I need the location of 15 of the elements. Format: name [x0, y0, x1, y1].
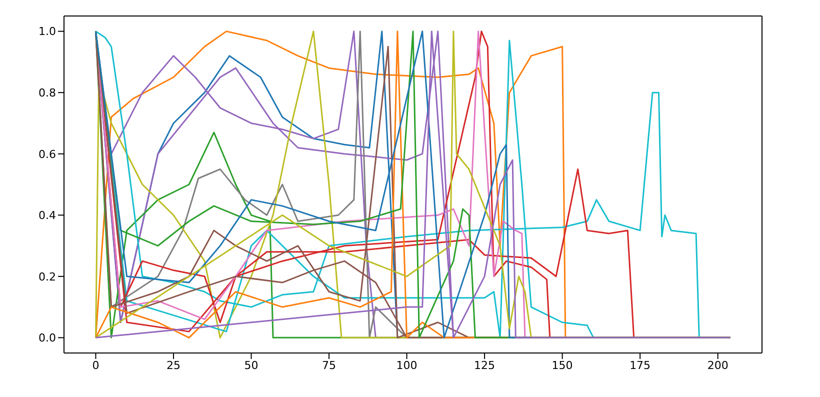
- x-tick-label: 125: [474, 358, 496, 372]
- y-tick-label: 0.2: [38, 270, 56, 284]
- x-tick-label: 175: [630, 358, 651, 372]
- y-tick-label: 1.0: [38, 25, 56, 38]
- y-tick-label: 0.4: [38, 209, 56, 222]
- x-tick-label: 25: [166, 358, 180, 372]
- x-tick-label: 100: [396, 358, 418, 372]
- x-tick-label: 50: [244, 358, 258, 372]
- x-tick-label: 200: [707, 358, 728, 372]
- x-tick-label: 150: [552, 358, 573, 372]
- x-tick-label: 0: [92, 358, 100, 372]
- y-tick-label: 0.0: [38, 332, 56, 345]
- y-tick-label: 0.6: [38, 148, 56, 161]
- y-tick-label: 0.8: [38, 86, 56, 100]
- x-tick-label: 75: [322, 358, 336, 372]
